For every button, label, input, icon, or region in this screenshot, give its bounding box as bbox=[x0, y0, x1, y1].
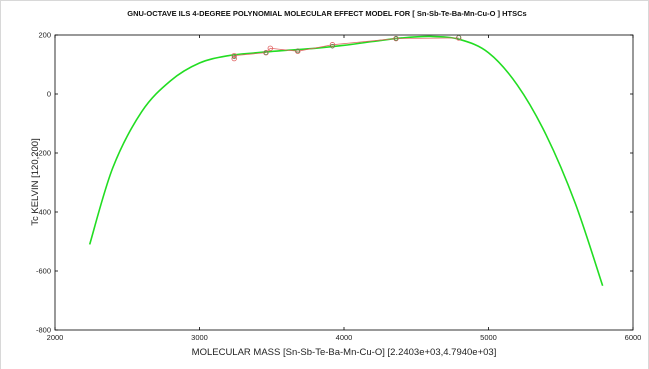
y-tick-label: 200 bbox=[38, 31, 51, 40]
plot-area-frame bbox=[54, 34, 634, 331]
fit-point-marker bbox=[295, 48, 301, 54]
y-tick-label: -600 bbox=[36, 267, 51, 276]
fit-point-marker bbox=[263, 50, 269, 55]
x-axis: 2000 3000 4000 5000 6000 bbox=[47, 35, 642, 342]
x-tick-label: 6000 bbox=[625, 333, 642, 342]
fit-point-marker bbox=[456, 35, 461, 40]
y-tick-label: -400 bbox=[36, 208, 51, 217]
fit-point-marker bbox=[330, 43, 335, 49]
x-tick-label: 5000 bbox=[480, 333, 497, 342]
data-point bbox=[267, 45, 274, 51]
y-axis-label: Tc KELVIN [120,200] bbox=[30, 138, 41, 226]
fit-curve-line bbox=[88, 35, 604, 287]
fit-point-marker bbox=[393, 36, 399, 41]
y-tick-label: 0 bbox=[47, 90, 51, 99]
y-tick-label: -200 bbox=[36, 149, 51, 158]
x-axis-label: MOLECULAR MASS [Sn-Sb-Te-Ba-Mn-Cu-O] [2.… bbox=[192, 347, 497, 358]
chart-title: GNU-OCTAVE ILS 4-DEGREE POLYNOMIAL MOLEC… bbox=[127, 9, 526, 18]
x-tick-label: 2000 bbox=[47, 333, 64, 342]
data-point bbox=[231, 52, 237, 59]
data-point bbox=[231, 55, 237, 62]
y-tick-label: -800 bbox=[36, 326, 51, 335]
data-point bbox=[329, 42, 336, 48]
frame-border-top bbox=[0, 0, 649, 1]
frame-border-left bbox=[0, 0, 1, 369]
data-connector-line bbox=[233, 37, 459, 59]
data-point bbox=[393, 35, 399, 42]
fit-point-marker bbox=[231, 54, 237, 60]
y-axis: -800 -600 -400 -200 0 200 bbox=[36, 31, 633, 335]
series-layer bbox=[88, 35, 604, 287]
data-point bbox=[263, 50, 269, 56]
x-tick-label: 4000 bbox=[336, 333, 353, 342]
x-tick-label: 3000 bbox=[191, 333, 208, 342]
